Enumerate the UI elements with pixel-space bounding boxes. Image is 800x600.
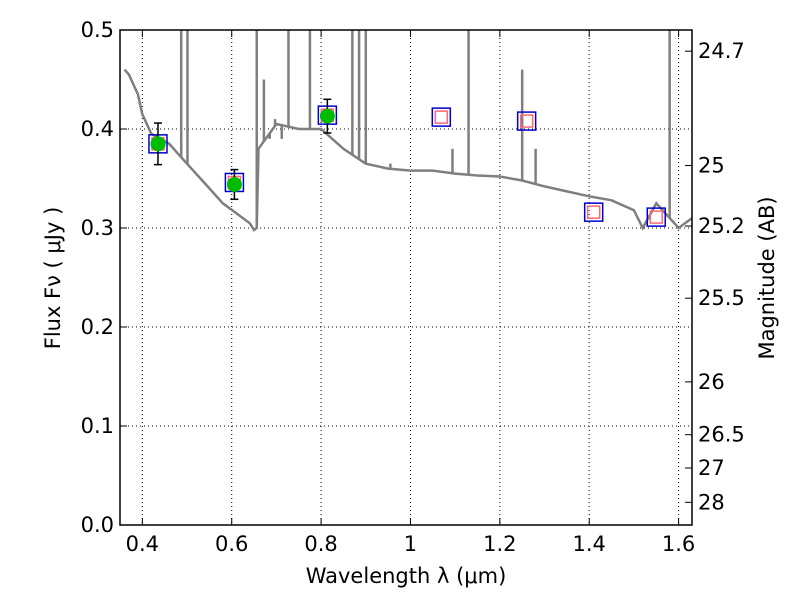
y2-axis-title: Magnitude (AB): [755, 196, 779, 359]
x-tick-label: 0.6: [215, 532, 248, 556]
magnitude-tick-label: 27: [698, 456, 725, 480]
observed-flux-point: [226, 176, 242, 192]
model-photometry-box: [516, 111, 537, 131]
x-tick-label: 1.2: [483, 532, 516, 556]
y-tick-label: 0.0: [81, 513, 114, 537]
x-tick-label: 1.6: [662, 532, 695, 556]
x-axis-ticks: 0.4 0.6 0.8 1 1.2 1.4 1.6: [126, 30, 695, 556]
emission-lines: [179, 30, 671, 228]
model-photometry-box: [583, 202, 604, 222]
y-axis-ticks: 0.0 0.1 0.2 0.3 0.4 0.5: [81, 18, 127, 537]
y-tick-label: 0.1: [81, 414, 114, 438]
x-tick-label: 1.4: [573, 532, 606, 556]
model-photometry-inner-box: [649, 210, 663, 224]
y-tick-label: 0.3: [81, 216, 114, 240]
model-photometry-inner-box: [434, 110, 449, 124]
magnitude-tick-label: 28: [698, 490, 725, 514]
observed-flux-point: [319, 108, 335, 124]
y-tick-label: 0.4: [81, 117, 114, 141]
y-axis-title: Flux Fν ( μJy ): [41, 207, 65, 350]
x-tick-label: 0.4: [126, 532, 159, 556]
magnitude-tick-label: 25.5: [698, 286, 745, 310]
model-photometry-box: [646, 207, 666, 227]
model-photometry-inner-box: [586, 205, 601, 219]
x-tick-label: 1: [404, 532, 417, 556]
plot-frame: [119, 29, 693, 526]
magnitude-tick-label: 25: [698, 154, 725, 178]
magnitude-axis-ticks: 24.7 25 25.2 25.5 26 26.5 27 28: [685, 39, 745, 514]
magnitude-tick-label: 24.7: [698, 39, 745, 63]
observed-flux-point: [150, 136, 166, 152]
magnitude-tick-label: 26: [698, 370, 725, 394]
model-spectrum: [123, 68, 693, 232]
x-axis-title: Wavelength λ (μm): [306, 564, 507, 588]
magnitude-tick-label: 25.2: [698, 214, 745, 238]
y-tick-label: 0.2: [81, 315, 114, 339]
model-photometry-box: [431, 107, 452, 127]
model-spectrum-line: [123, 68, 693, 232]
magnitude-tick-label: 26.5: [698, 423, 745, 447]
grid-lines: [120, 29, 692, 526]
model-photometry-inner-box: [519, 114, 534, 128]
photometry-points: [148, 98, 666, 227]
x-tick-label: 0.8: [304, 532, 337, 556]
y-tick-label: 0.5: [81, 18, 114, 42]
